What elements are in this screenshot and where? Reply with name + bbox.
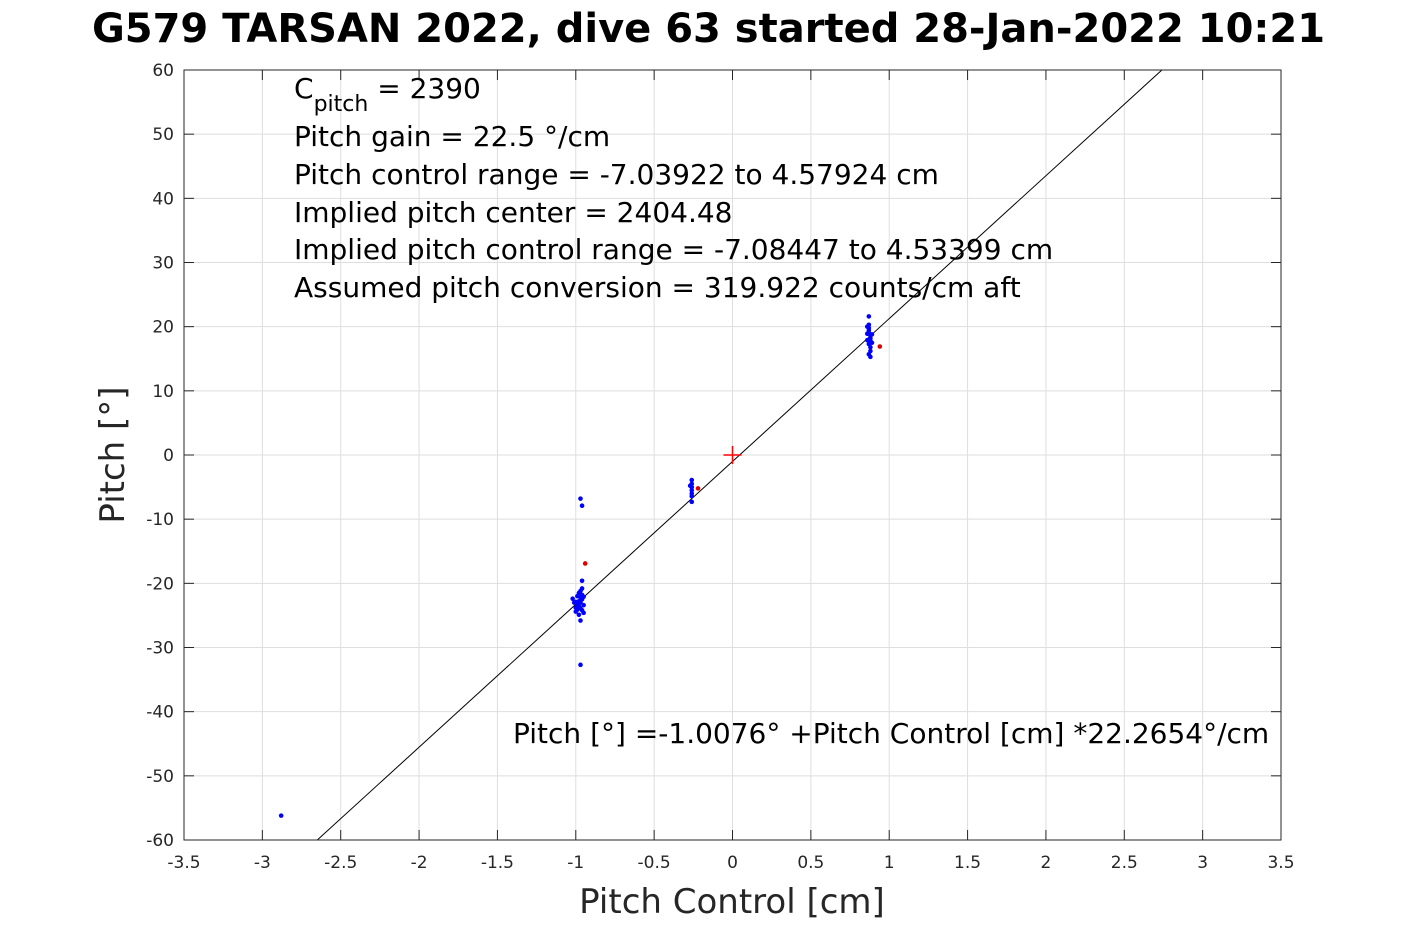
data-point	[278, 813, 284, 818]
axes-frame	[183, 69, 1282, 841]
data-point	[864, 324, 870, 329]
data-point	[581, 610, 586, 616]
data-point	[868, 344, 873, 350]
data-point	[869, 332, 875, 337]
c-pitch-annotation: Cpitch = 2390	[294, 72, 481, 117]
fit-equation-annotation: Pitch [°] =-1.0076° +Pitch Control [cm] …	[513, 717, 1269, 750]
data-point	[578, 618, 583, 623]
data-point	[579, 586, 585, 591]
outlier-point	[582, 561, 588, 566]
data-point	[687, 483, 693, 489]
y-tick-label: 30	[152, 254, 174, 274]
data-point	[869, 340, 875, 346]
implied-pitch-range-annotation: Implied pitch control range = -7.08447 t…	[294, 233, 1053, 266]
tick-labels: -3.5 -3 -2.5 -2 -1.5 -1 -0.5 0 0.5 1 1.5 2 2.5 3 3.5 -6…	[146, 61, 1294, 873]
x-tick-label: 0.5	[797, 853, 824, 873]
outlier-point	[695, 486, 701, 491]
c-pitch-value: = 2390	[368, 72, 481, 105]
x-tick-label: -2	[411, 853, 428, 873]
y-tick-label: 10	[152, 382, 174, 402]
data-point	[579, 578, 585, 584]
data-point	[578, 662, 583, 668]
y-tick-label: -20	[146, 574, 174, 594]
data-point	[864, 331, 870, 337]
x-tick-label: 3	[1197, 853, 1208, 873]
x-tick-label: -2.5	[324, 853, 357, 873]
y-tick-label: -30	[146, 639, 174, 659]
data-point	[581, 602, 586, 608]
y-tick-label: 40	[152, 189, 174, 209]
data-point	[689, 499, 695, 505]
data-point	[578, 600, 583, 605]
x-tick-label: 2.5	[1111, 853, 1138, 873]
data-point	[866, 314, 872, 319]
c-pitch-subscript: pitch	[314, 92, 369, 117]
data-point	[578, 595, 583, 600]
pitch-control-range-annotation: Pitch control range = -7.03922 to 4.5792…	[294, 158, 939, 191]
x-tick-label: -1	[567, 853, 584, 873]
outlier-point	[877, 344, 883, 349]
x-tick-label: -3.5	[167, 853, 200, 873]
y-tick-label: -10	[146, 510, 174, 530]
y-tick-label: -60	[146, 831, 174, 851]
y-tick-label: 0	[163, 446, 174, 466]
c-pitch-prefix: C	[294, 72, 314, 105]
y-tick-label: -50	[146, 767, 174, 787]
y-tick-label: -40	[146, 703, 174, 723]
x-tick-label: 3.5	[1267, 853, 1294, 873]
y-tick-label: 50	[152, 125, 174, 145]
data-point	[868, 354, 873, 360]
x-tick-label: 1.5	[954, 853, 981, 873]
y-axis-label: Pitch [°]	[93, 386, 133, 523]
chart-title: G579 TARSAN 2022, dive 63 started 28-Jan…	[91, 6, 1326, 52]
data-point	[864, 337, 870, 343]
data-point	[578, 496, 583, 501]
implied-pitch-center-annotation: Implied pitch center = 2404.48	[294, 196, 732, 229]
x-tick-label: -0.5	[638, 853, 671, 873]
data-point	[689, 477, 695, 483]
x-axis-label: Pitch Control [cm]	[579, 882, 885, 922]
x-tick-label: 2	[1041, 853, 1052, 873]
data-point	[570, 596, 575, 602]
y-tick-label: 20	[152, 318, 174, 338]
x-tick-label: -3	[254, 853, 271, 873]
data-point	[573, 599, 579, 605]
x-tick-label: -1.5	[481, 853, 514, 873]
pitch-gain-annotation: Pitch gain = 22.5 °/cm	[294, 120, 610, 153]
data-points	[278, 314, 883, 818]
data-point	[576, 604, 582, 609]
x-tick-label: 0	[727, 853, 738, 873]
data-point	[689, 493, 695, 499]
data-point	[576, 612, 582, 618]
data-point	[689, 487, 695, 493]
center-marker	[723, 446, 742, 464]
x-tick-label: 1	[884, 853, 895, 873]
y-tick-label: 60	[152, 61, 174, 81]
data-point	[579, 503, 585, 508]
pitch-conversion-annotation: Assumed pitch conversion = 319.922 count…	[294, 271, 1021, 304]
parameter-annotations: Cpitch = 2390 Pitch gain = 22.5 °/cm Pit…	[294, 72, 1053, 304]
